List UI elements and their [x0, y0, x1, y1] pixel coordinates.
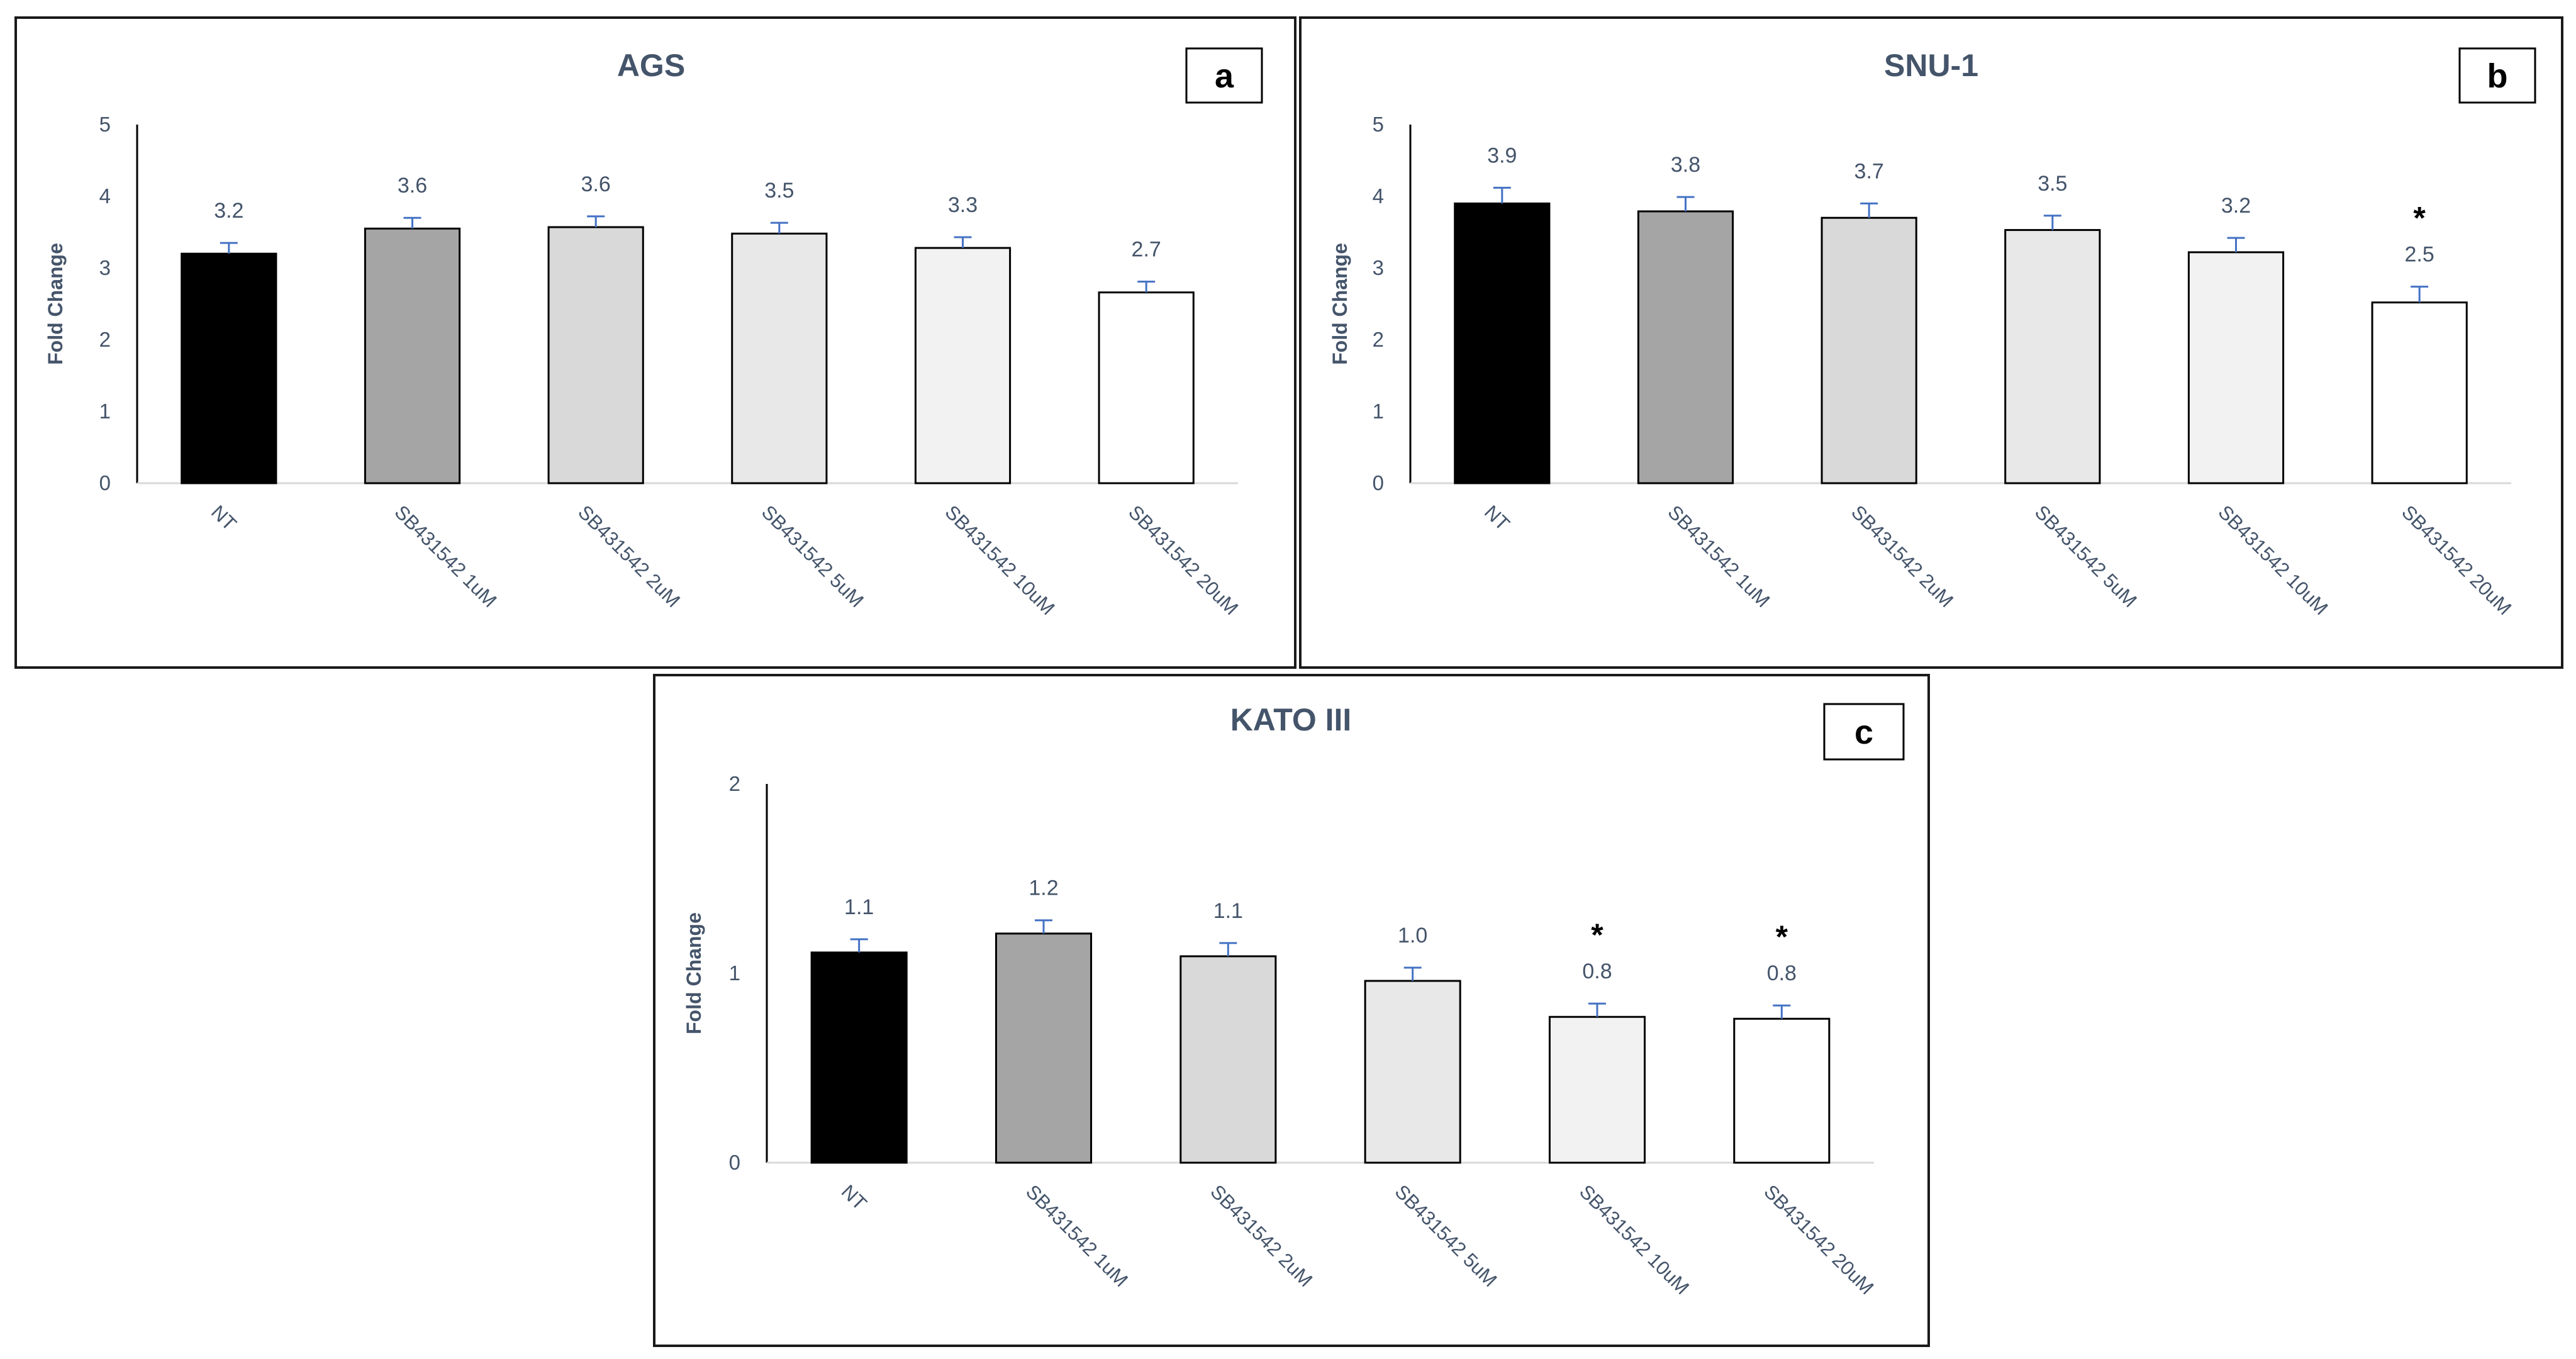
data-label: 3.6	[398, 174, 427, 198]
chart-panel-a: AGS a Fold Change 0 1 2 3 4 5 3.2 NT 3.6 SB431542 1u…	[14, 16, 1296, 669]
panel-label: c	[1854, 713, 1873, 751]
data-label: 2.5	[2405, 243, 2434, 267]
bar	[181, 252, 277, 484]
chart-panel-b: SNU-1 b Fold Change 0 1 2 3 4 5 3.9 NT 3.8 SB431542 …	[1299, 16, 2563, 669]
bar	[1548, 1015, 1646, 1164]
x-tick-label: NT	[1480, 501, 1514, 535]
y-tick-label: 5	[1373, 113, 1384, 136]
bar	[995, 932, 1093, 1164]
x-tick-label: SB431542 2uM	[574, 501, 684, 612]
bar	[547, 226, 644, 484]
bar	[364, 227, 461, 484]
bar	[2004, 229, 2101, 484]
panel-label-box	[2458, 47, 2536, 104]
panel-label: b	[2487, 57, 2508, 95]
data-label: 1.1	[844, 895, 874, 919]
bar	[1098, 291, 1195, 484]
x-tick-label: SB431542 5uM	[757, 501, 868, 612]
x-tick-label: SB431542 10uM	[941, 501, 1059, 619]
y-tick-label: 3	[1373, 256, 1384, 279]
x-tick-label: NT	[837, 1180, 871, 1214]
significance-marker: *	[2413, 201, 2426, 236]
data-label: 3.2	[2221, 194, 2251, 218]
data-label: 1.2	[1029, 876, 1058, 900]
data-label: 3.8	[1671, 153, 1700, 177]
chart-svg-b: SNU-1 b Fold Change 0 1 2 3 4 5 3.9 NT 3.8 SB431542 …	[1329, 47, 2536, 619]
chart-title: AGS	[617, 48, 685, 83]
x-tick-label: SB431542 20uM	[1124, 501, 1242, 619]
x-tick-label: SB431542 2uM	[1847, 501, 1958, 612]
panel-label-box	[1185, 47, 1263, 104]
x-tick-label: SB431542 2uM	[1206, 1180, 1317, 1291]
chart-title: KATO III	[1230, 702, 1352, 737]
bar	[1179, 955, 1277, 1164]
data-label: 2.7	[1132, 238, 1161, 262]
y-tick-label: 4	[99, 184, 111, 208]
y-tick-label: 5	[99, 113, 111, 136]
x-tick-label: SB431542 10uM	[2214, 501, 2333, 619]
x-tick-label: SB431542 10uM	[1575, 1180, 1693, 1299]
data-label: 3.2	[214, 199, 243, 223]
y-tick-label: 2	[729, 772, 740, 795]
significance-marker: *	[1591, 917, 1603, 953]
chart-svg-c: KATO III c Fold Change 0 1 2 1.1 NT 1.2 SB431542 …	[683, 702, 1905, 1299]
bar	[810, 951, 908, 1164]
y-tick-label: 1	[729, 961, 740, 985]
bar	[1820, 216, 1917, 484]
data-label: 1.0	[1398, 924, 1427, 948]
bar	[731, 232, 828, 484]
bar	[1364, 980, 1461, 1164]
y-tick-label: 1	[99, 400, 111, 423]
panel-label-box	[1823, 703, 1905, 761]
y-axis-label: Fold Change	[683, 912, 705, 1034]
data-label: 0.8	[1767, 961, 1797, 985]
x-tick-label: SB431542 5uM	[2031, 501, 2141, 612]
significance-marker: *	[1776, 919, 1788, 954]
y-axis-label: Fold Change	[44, 243, 67, 365]
x-tick-label: SB431542 20uM	[1759, 1180, 1878, 1299]
y-tick-label: 1	[1373, 400, 1384, 423]
bar	[914, 247, 1012, 484]
data-label: 3.9	[1487, 143, 1517, 167]
x-tick-label: SB431542 1uM	[1022, 1180, 1132, 1291]
x-tick-label: SB431542 1uM	[1664, 501, 1775, 612]
data-label: 3.3	[948, 193, 978, 217]
bar	[1454, 202, 1551, 484]
bar	[1733, 1017, 1831, 1164]
data-label: 1.1	[1213, 899, 1243, 923]
chart-panel-c: KATO III c Fold Change 0 1 2 1.1 NT 1.2 SB431542 …	[653, 674, 1930, 1347]
x-tick-label: SB431542 20uM	[2397, 501, 2516, 619]
data-label: 3.6	[581, 172, 611, 196]
y-tick-label: 4	[1373, 184, 1384, 208]
bar	[2371, 301, 2468, 484]
data-label: 3.5	[2038, 172, 2067, 196]
x-tick-label: NT	[207, 501, 241, 535]
y-axis-label: Fold Change	[1329, 243, 1351, 365]
y-tick-label: 2	[99, 328, 111, 351]
data-label: 3.5	[764, 179, 794, 203]
y-tick-label: 3	[99, 256, 111, 279]
y-tick-label: 0	[1373, 471, 1384, 495]
y-tick-label: 0	[99, 471, 111, 495]
x-tick-label: SB431542 5uM	[1391, 1180, 1502, 1291]
data-label: 0.8	[1582, 959, 1612, 983]
x-tick-label: SB431542 1uM	[391, 501, 501, 612]
bar	[1637, 210, 1734, 484]
data-label: 3.7	[1854, 159, 1884, 183]
chart-svg-a: AGS a Fold Change 0 1 2 3 4 5 3.2 NT 3.6 SB431542 1u…	[44, 47, 1263, 619]
y-tick-label: 0	[729, 1151, 740, 1174]
bar	[2187, 251, 2285, 484]
chart-title: SNU-1	[1884, 48, 1978, 83]
panel-label: a	[1215, 57, 1234, 95]
y-tick-label: 2	[1373, 328, 1384, 351]
